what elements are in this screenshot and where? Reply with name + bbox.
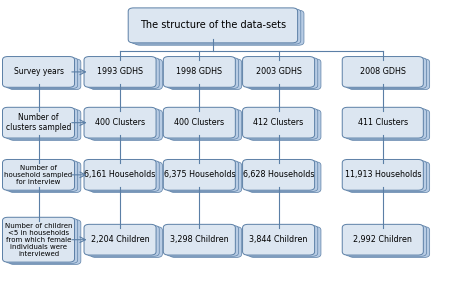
FancyBboxPatch shape [87, 109, 159, 139]
FancyBboxPatch shape [163, 160, 236, 190]
FancyBboxPatch shape [84, 107, 156, 138]
FancyBboxPatch shape [84, 56, 156, 87]
FancyBboxPatch shape [342, 107, 423, 138]
FancyBboxPatch shape [170, 227, 242, 257]
FancyBboxPatch shape [246, 109, 318, 139]
FancyBboxPatch shape [249, 59, 321, 90]
Text: 2,204 Children: 2,204 Children [91, 235, 149, 244]
FancyBboxPatch shape [349, 227, 429, 257]
Text: The structure of the data-sets: The structure of the data-sets [140, 20, 286, 30]
FancyBboxPatch shape [87, 226, 159, 256]
FancyBboxPatch shape [170, 162, 242, 193]
FancyBboxPatch shape [170, 59, 242, 90]
FancyBboxPatch shape [246, 226, 318, 256]
FancyBboxPatch shape [135, 10, 304, 45]
FancyBboxPatch shape [167, 58, 238, 89]
FancyBboxPatch shape [249, 110, 321, 140]
FancyBboxPatch shape [9, 59, 81, 90]
Text: 412 Clusters: 412 Clusters [254, 118, 304, 127]
Text: 3,298 Children: 3,298 Children [170, 235, 229, 244]
FancyBboxPatch shape [167, 161, 238, 191]
FancyBboxPatch shape [345, 226, 427, 256]
FancyBboxPatch shape [246, 161, 318, 191]
FancyBboxPatch shape [3, 56, 74, 87]
FancyBboxPatch shape [349, 162, 429, 193]
FancyBboxPatch shape [163, 56, 236, 87]
Text: Survey years: Survey years [14, 67, 63, 76]
FancyBboxPatch shape [91, 227, 163, 257]
FancyBboxPatch shape [342, 160, 423, 190]
Text: 6,375 Households: 6,375 Households [164, 170, 235, 179]
Text: 11,913 Households: 11,913 Households [345, 170, 421, 179]
FancyBboxPatch shape [167, 226, 238, 256]
FancyBboxPatch shape [5, 219, 78, 263]
FancyBboxPatch shape [3, 107, 74, 138]
FancyBboxPatch shape [3, 217, 74, 262]
Text: 6,161 Households: 6,161 Households [84, 170, 156, 179]
FancyBboxPatch shape [249, 162, 321, 193]
FancyBboxPatch shape [91, 110, 163, 140]
FancyBboxPatch shape [5, 161, 78, 191]
FancyBboxPatch shape [9, 162, 81, 193]
FancyBboxPatch shape [243, 107, 314, 138]
FancyBboxPatch shape [349, 59, 429, 90]
FancyBboxPatch shape [345, 109, 427, 139]
FancyBboxPatch shape [345, 161, 427, 191]
Text: 2,992 Children: 2,992 Children [353, 235, 412, 244]
FancyBboxPatch shape [84, 224, 156, 255]
FancyBboxPatch shape [246, 58, 318, 89]
FancyBboxPatch shape [170, 110, 242, 140]
Text: 1998 GDHS: 1998 GDHS [176, 67, 222, 76]
FancyBboxPatch shape [128, 8, 298, 43]
Text: Number of
household sampled
for interview: Number of household sampled for intervie… [5, 165, 72, 185]
Text: 1993 GDHS: 1993 GDHS [97, 67, 143, 76]
FancyBboxPatch shape [342, 56, 423, 87]
FancyBboxPatch shape [243, 56, 314, 87]
FancyBboxPatch shape [5, 58, 78, 89]
FancyBboxPatch shape [87, 58, 159, 89]
FancyBboxPatch shape [91, 59, 163, 90]
FancyBboxPatch shape [131, 9, 301, 44]
FancyBboxPatch shape [163, 107, 236, 138]
FancyBboxPatch shape [3, 160, 74, 190]
FancyBboxPatch shape [163, 224, 236, 255]
FancyBboxPatch shape [87, 161, 159, 191]
FancyBboxPatch shape [9, 220, 81, 265]
Text: 400 Clusters: 400 Clusters [95, 118, 145, 127]
Text: Number of
clusters sampled: Number of clusters sampled [6, 113, 71, 132]
FancyBboxPatch shape [345, 58, 427, 89]
FancyBboxPatch shape [5, 109, 78, 139]
FancyBboxPatch shape [243, 224, 314, 255]
Text: 2008 GDHS: 2008 GDHS [360, 67, 406, 76]
Text: 3,844 Children: 3,844 Children [250, 235, 308, 244]
FancyBboxPatch shape [84, 160, 156, 190]
Text: 411 Clusters: 411 Clusters [358, 118, 408, 127]
FancyBboxPatch shape [167, 109, 238, 139]
Text: Number of children
<5 in households
from which female
individuals were
interview: Number of children <5 in households from… [5, 223, 72, 257]
FancyBboxPatch shape [249, 227, 321, 257]
FancyBboxPatch shape [91, 162, 163, 193]
FancyBboxPatch shape [9, 110, 81, 140]
Text: 2003 GDHS: 2003 GDHS [255, 67, 302, 76]
Text: 6,628 Households: 6,628 Households [243, 170, 314, 179]
FancyBboxPatch shape [342, 224, 423, 255]
Text: 400 Clusters: 400 Clusters [174, 118, 224, 127]
FancyBboxPatch shape [349, 110, 429, 140]
FancyBboxPatch shape [243, 160, 314, 190]
